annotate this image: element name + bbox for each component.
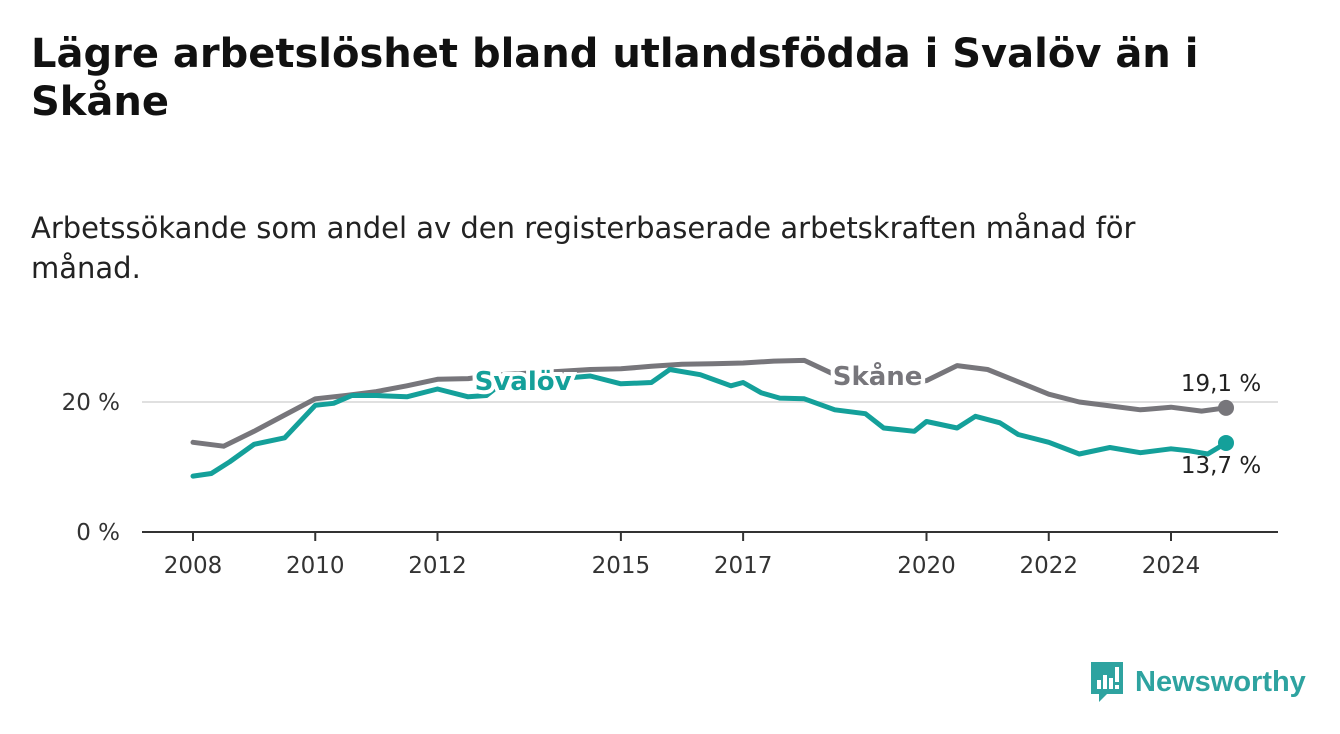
x-tick-label: 2012 <box>408 553 467 579</box>
brand-logo: Newsworthy <box>1089 660 1306 704</box>
x-tick-label: 2017 <box>714 553 773 579</box>
series-name-label: Skåne <box>833 360 923 392</box>
x-tick-label: 2020 <box>897 553 956 579</box>
x-tick-label: 2008 <box>164 553 223 579</box>
y-tick-label: 20 % <box>62 390 120 416</box>
chart-title: Lägre arbetslöshet bland utlandsfödda i … <box>31 31 1199 125</box>
y-tick-label: 0 % <box>76 520 120 546</box>
series-end-label: 19,1 % <box>1181 371 1261 397</box>
x-tick-label: 2022 <box>1019 553 1078 579</box>
series-end-point <box>1218 434 1235 451</box>
brand-name: Newsworthy <box>1135 665 1306 698</box>
chart-subtitle: Arbetssökande som andel av den registerb… <box>31 211 1136 285</box>
x-tick-label: 2015 <box>592 553 651 579</box>
series-name-label: Svalöv <box>475 367 572 397</box>
x-tick-label: 2010 <box>286 553 345 579</box>
series-end-point <box>1218 399 1235 416</box>
x-tick-label: 2024 <box>1142 553 1201 579</box>
series-line-1 <box>190 367 1229 479</box>
series-line-0 <box>190 357 1229 449</box>
newsworthy-logo-icon <box>1091 662 1123 702</box>
series-end-label: 13,7 % <box>1181 453 1261 479</box>
